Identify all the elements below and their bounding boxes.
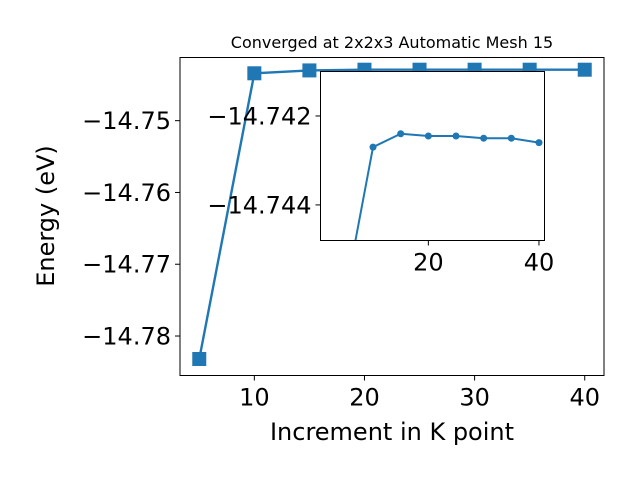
main-x-tick-label: 10 bbox=[239, 384, 270, 412]
inset-data-point bbox=[535, 139, 543, 147]
main-y-tick-label: −14.78 bbox=[82, 323, 171, 351]
inset-x-tick-label: 40 bbox=[524, 249, 555, 277]
inset-plot-frame bbox=[320, 71, 545, 241]
inset-y-tick-label: −14.742 bbox=[207, 102, 311, 130]
main-y-tick-label: −14.76 bbox=[82, 179, 171, 207]
inset-series bbox=[354, 130, 543, 241]
main-x-ticks: 10 20 30 40 bbox=[239, 375, 600, 412]
main-y-tick-label: −14.75 bbox=[82, 107, 171, 135]
main-data-point bbox=[577, 62, 592, 77]
main-x-tick-label: 20 bbox=[349, 384, 380, 412]
x-axis-label: Increment in K point bbox=[270, 418, 514, 446]
inset-data-point bbox=[424, 132, 432, 140]
main-axes: 10 20 30 40 −14.75 −14.76 −14.77 −14.78 Conver… bbox=[32, 33, 605, 446]
inset-x-tick-label: 20 bbox=[413, 249, 444, 277]
inset-y-tick-label: −14.744 bbox=[207, 191, 311, 219]
inset-data-point bbox=[480, 134, 488, 142]
chart-title: Converged at 2x2x3 Automatic Mesh 15 bbox=[231, 33, 553, 52]
main-data-point bbox=[192, 351, 207, 366]
inset-axes: 20 40 −14.744−14.742 bbox=[207, 71, 555, 277]
main-y-ticks: −14.75 −14.76 −14.77 −14.78 bbox=[82, 107, 180, 351]
inset-data-point bbox=[397, 130, 405, 138]
inset-data-point bbox=[452, 132, 460, 140]
inset-series-line bbox=[354, 132, 540, 241]
y-axis-label: Energy (eV) bbox=[32, 145, 60, 287]
inset-data-point bbox=[369, 143, 377, 151]
main-y-tick-label: −14.77 bbox=[82, 251, 171, 279]
inset-y-ticks: −14.744 −14.742 bbox=[207, 102, 321, 219]
main-series-line bbox=[198, 68, 585, 360]
main-data-point bbox=[302, 63, 317, 78]
inset-data-point bbox=[507, 134, 515, 142]
main-plot-frame bbox=[179, 57, 605, 376]
main-x-tick-label: 40 bbox=[569, 384, 600, 412]
main-data-point bbox=[247, 66, 262, 81]
inset-series-0 bbox=[354, 130, 543, 241]
main-x-tick-label: 30 bbox=[459, 384, 490, 412]
inset-x-ticks: 20 40 bbox=[413, 240, 555, 277]
inset-background bbox=[320, 71, 545, 241]
